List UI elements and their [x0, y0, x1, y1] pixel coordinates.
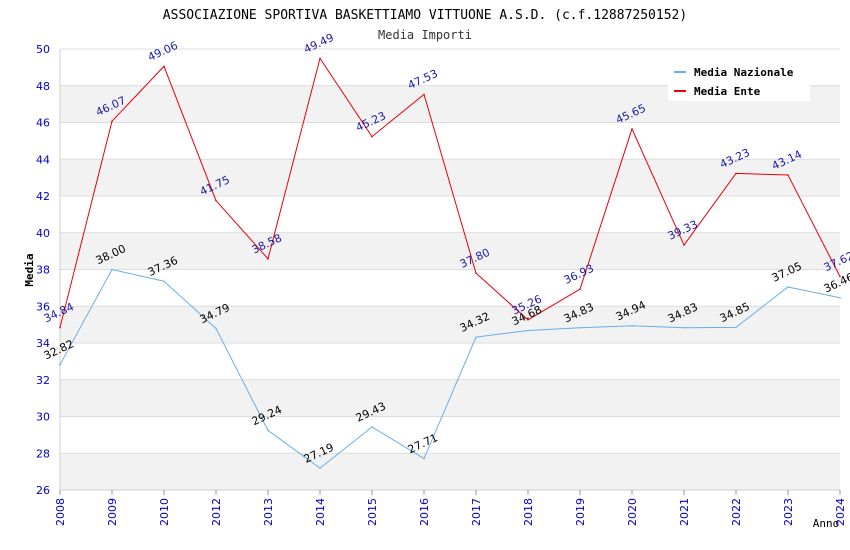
data-point — [735, 326, 737, 329]
data-point — [839, 296, 841, 299]
data-point — [59, 363, 61, 366]
data-point — [683, 244, 685, 246]
grid-band — [60, 306, 840, 343]
x-tick-label: 2018 — [522, 498, 535, 526]
data-point — [111, 268, 113, 271]
chart-title: ASSOCIAZIONE SPORTIVA BASKETTIAMO VITTUO… — [163, 8, 687, 23]
y-tick-label: 50 — [36, 43, 50, 56]
grid-band — [60, 232, 840, 270]
y-tick-label: 28 — [36, 447, 50, 460]
grid-band — [60, 453, 840, 490]
y-tick-label: 38 — [36, 264, 50, 277]
data-point — [787, 286, 789, 288]
data-point — [267, 429, 269, 432]
legend-label: Media Ente — [694, 85, 761, 98]
x-tick-label: 2024 — [834, 498, 847, 526]
x-tick-label: 2022 — [730, 498, 743, 526]
x-tick-label: 2012 — [210, 498, 223, 526]
data-point — [59, 326, 61, 329]
data-point — [683, 326, 685, 329]
data-point — [319, 467, 321, 469]
data-point — [527, 319, 529, 321]
x-tick-label: 2009 — [106, 498, 119, 526]
data-point — [475, 336, 477, 338]
x-tick-label: 2010 — [158, 498, 171, 526]
y-axis-label: Media — [23, 253, 36, 286]
data-point — [319, 57, 321, 60]
x-tick-label: 2023 — [782, 498, 795, 526]
data-point — [111, 120, 113, 123]
y-tick-label: 36 — [36, 300, 50, 313]
data-point — [163, 280, 165, 283]
y-tick-label: 46 — [36, 117, 50, 130]
data-point — [163, 65, 165, 68]
data-point — [631, 128, 633, 130]
legend-label: Media Nazionale — [694, 66, 794, 79]
data-point — [527, 329, 529, 332]
data-point — [267, 258, 269, 260]
data-point — [371, 426, 373, 428]
y-tick-label: 34 — [36, 337, 50, 350]
x-tick-label: 2021 — [678, 498, 691, 526]
data-point — [423, 93, 425, 96]
data-point — [579, 288, 581, 290]
series-line-media-ente — [59, 57, 841, 328]
x-tick-label: 2019 — [574, 498, 587, 526]
data-point — [631, 324, 633, 327]
data-point — [215, 327, 217, 330]
data-point — [215, 199, 217, 202]
data-point — [787, 174, 789, 176]
data-point — [579, 326, 581, 329]
series-line-media-nazionale — [59, 269, 841, 469]
grid-band — [60, 159, 840, 196]
data-point — [475, 272, 477, 274]
y-tick-label: 48 — [36, 80, 50, 93]
data-label: 27.71 — [406, 431, 440, 456]
data-point — [839, 275, 841, 278]
data-label: 36.46 — [822, 270, 850, 295]
x-tick-label: 2015 — [366, 498, 379, 526]
x-tick-label: 2016 — [418, 498, 431, 526]
y-tick-label: 42 — [36, 190, 50, 203]
data-label: 49.06 — [146, 39, 180, 64]
data-point — [423, 457, 425, 460]
y-tick-label: 32 — [36, 374, 50, 387]
x-tick-label: 2014 — [314, 498, 327, 526]
x-tick-label: 2008 — [54, 498, 67, 526]
legend-box — [668, 59, 810, 101]
chart-subtitle: Media Importi — [378, 28, 472, 42]
x-tick-label: 2013 — [262, 498, 275, 526]
y-tick-label: 26 — [36, 484, 50, 497]
y-tick-label: 40 — [36, 227, 50, 240]
y-tick-label: 44 — [36, 153, 50, 166]
data-label: 49.49 — [302, 31, 336, 56]
x-axis-label: Anno — [813, 517, 840, 530]
x-tick-label: 2020 — [626, 498, 639, 526]
data-point — [735, 172, 737, 175]
x-tick-label: 2017 — [470, 498, 483, 526]
data-point — [371, 135, 373, 138]
y-tick-label: 30 — [36, 411, 50, 424]
